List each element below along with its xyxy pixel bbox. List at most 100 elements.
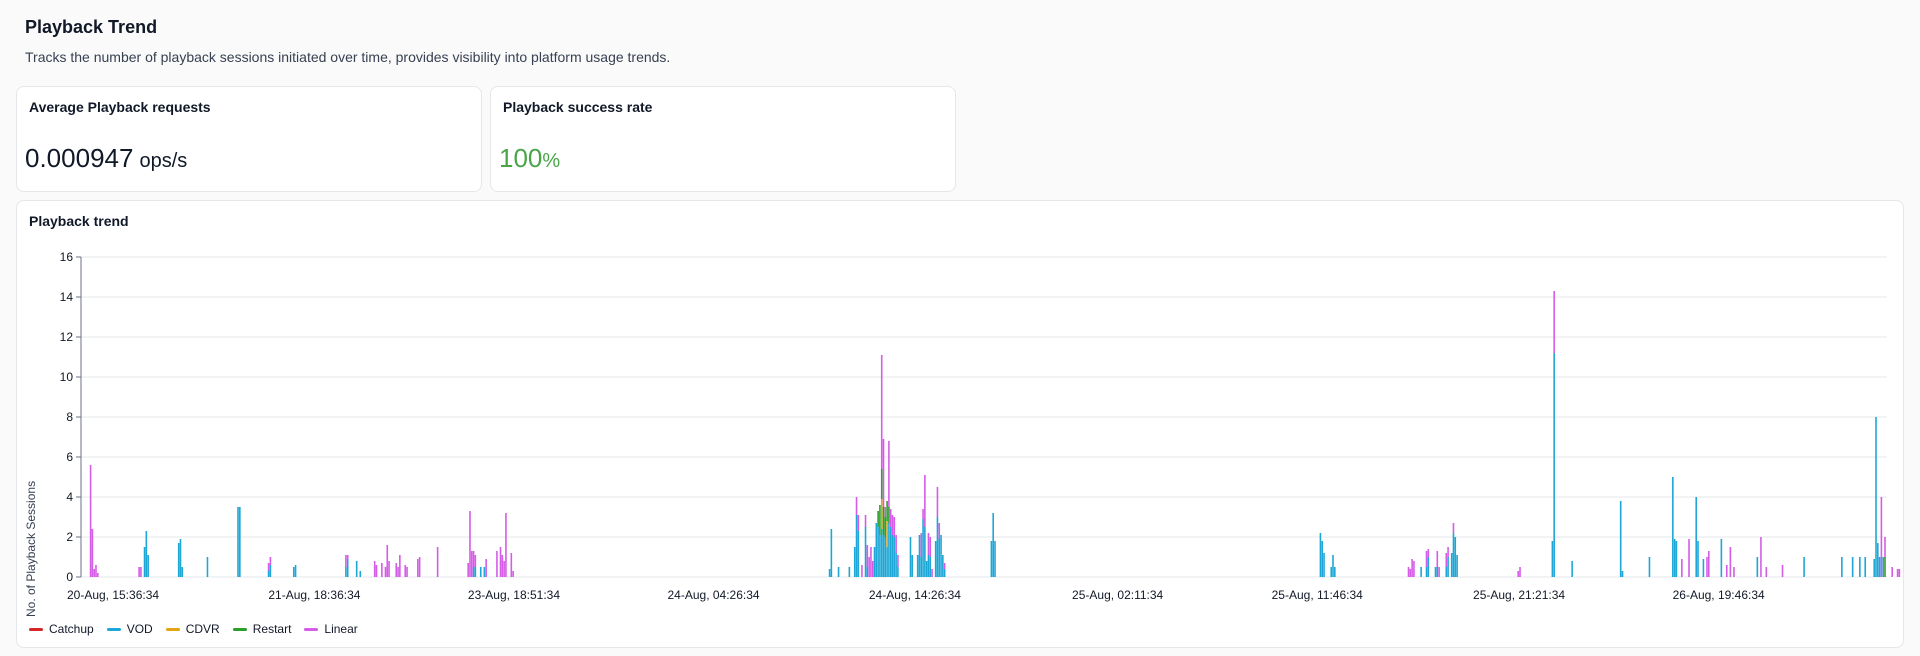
bar-vod[interactable] <box>897 567 899 577</box>
bar-vod[interactable] <box>1864 557 1867 577</box>
bar-linear[interactable] <box>1413 561 1415 577</box>
bar-vod[interactable] <box>990 541 993 577</box>
bar-linear[interactable] <box>1409 569 1412 577</box>
bar-vod[interactable] <box>294 565 297 577</box>
bar-linear[interactable] <box>922 509 924 519</box>
bar-vod[interactable] <box>1878 557 1881 577</box>
bar-vod[interactable] <box>1436 567 1439 577</box>
bar-linear[interactable] <box>1725 565 1728 577</box>
bar-linear[interactable] <box>924 475 926 527</box>
bar-vod[interactable] <box>1672 477 1674 577</box>
bar-vod[interactable] <box>920 557 923 577</box>
bar-vod[interactable] <box>828 569 831 577</box>
bar-vod[interactable] <box>1452 533 1455 577</box>
bar-vod[interactable] <box>1877 543 1879 577</box>
bar-vod[interactable] <box>943 569 946 577</box>
bar-linear[interactable] <box>1438 567 1440 577</box>
bar-vod[interactable] <box>1425 567 1428 577</box>
bar-linear[interactable] <box>1896 569 1899 577</box>
bar-linear[interactable] <box>91 529 94 577</box>
bar-restart[interactable] <box>886 501 888 521</box>
bar-linear[interactable] <box>889 509 892 527</box>
bar-vod[interactable] <box>206 557 209 577</box>
bar-vod[interactable] <box>1859 557 1861 577</box>
bar-linear[interactable] <box>866 545 869 567</box>
legend-item-catchup[interactable]: Catchup <box>29 622 94 636</box>
bar-linear[interactable] <box>469 511 471 577</box>
bar-linear[interactable] <box>267 563 270 571</box>
bar-linear[interactable] <box>1553 291 1555 353</box>
bar-restart[interactable] <box>880 469 883 499</box>
bar-vod[interactable] <box>1851 557 1854 577</box>
bar-linear[interactable] <box>346 555 349 559</box>
bar-vod[interactable] <box>1675 541 1678 577</box>
bar-restart[interactable] <box>877 511 879 527</box>
bar-vod[interactable] <box>853 547 856 577</box>
bar-vod[interactable] <box>929 557 932 577</box>
bar-vod[interactable] <box>880 529 883 577</box>
bar-linear[interactable] <box>375 565 378 577</box>
bar-linear[interactable] <box>501 555 504 577</box>
bar-linear[interactable] <box>1760 537 1762 577</box>
bar-linear[interactable] <box>920 533 923 557</box>
bar-vod[interactable] <box>1330 567 1333 577</box>
bar-linear[interactable] <box>929 537 932 557</box>
bar-linear[interactable] <box>395 563 398 577</box>
legend-item-restart[interactable]: Restart <box>232 622 291 636</box>
bar-vod[interactable] <box>1882 557 1885 577</box>
bar-linear[interactable] <box>406 567 408 577</box>
legend-item-vod[interactable]: VOD <box>106 622 153 636</box>
bar-vod[interactable] <box>1450 553 1453 577</box>
bar-linear[interactable] <box>345 555 347 567</box>
bar-vod[interactable] <box>1454 537 1457 577</box>
bar-linear[interactable] <box>1447 547 1449 557</box>
bar-vod[interactable] <box>942 555 944 577</box>
bar-vod[interactable] <box>940 535 942 577</box>
bar-linear[interactable] <box>505 513 507 577</box>
bar-vod[interactable] <box>877 527 879 577</box>
bar-linear[interactable] <box>1781 565 1784 577</box>
bar-linear[interactable] <box>895 535 897 553</box>
bar-cdvr[interactable] <box>886 521 888 547</box>
bar-linear[interactable] <box>386 545 389 577</box>
bar-vod[interactable] <box>884 537 887 577</box>
bar-linear[interactable] <box>470 551 473 577</box>
bar-vod[interactable] <box>483 567 486 577</box>
bar-linear[interactable] <box>138 567 140 577</box>
bar-linear[interactable] <box>95 565 97 577</box>
bar-vod[interactable] <box>924 527 926 577</box>
bar-vod[interactable] <box>895 553 897 577</box>
bar-restart[interactable] <box>1884 557 1886 577</box>
bar-linear[interactable] <box>93 569 95 577</box>
bar-restart[interactable] <box>888 507 890 523</box>
bar-linear[interactable] <box>927 533 930 555</box>
bar-vod[interactable] <box>936 517 939 577</box>
bar-linear[interactable] <box>897 555 899 567</box>
bar-vod[interactable] <box>177 543 180 577</box>
bar-vod[interactable] <box>1648 557 1651 577</box>
bar-linear[interactable] <box>472 551 475 567</box>
bar-vod[interactable] <box>267 571 270 577</box>
bar-linear[interactable] <box>1765 567 1768 577</box>
bar-vod[interactable] <box>1621 571 1624 577</box>
bar-linear[interactable] <box>1688 539 1690 577</box>
bar-vod[interactable] <box>909 537 912 577</box>
bar-vod[interactable] <box>830 529 833 577</box>
bar-vod[interactable] <box>1695 497 1698 577</box>
bar-linear[interactable] <box>868 557 870 577</box>
bar-linear[interactable] <box>1452 523 1455 533</box>
bar-linear[interactable] <box>871 561 874 577</box>
bar-vod[interactable] <box>866 567 869 577</box>
bar-vod[interactable] <box>938 539 941 577</box>
bar-vod[interactable] <box>345 567 347 577</box>
bar-linear[interactable] <box>864 515 867 527</box>
bar-vod[interactable] <box>1434 567 1437 577</box>
bar-vod[interactable] <box>1420 567 1422 577</box>
bar-linear[interactable] <box>891 515 894 535</box>
bar-vod[interactable] <box>1841 557 1843 577</box>
bar-linear[interactable] <box>510 553 513 577</box>
bar-cdvr[interactable] <box>880 499 883 529</box>
bar-linear[interactable] <box>888 441 890 507</box>
bar-vod[interactable] <box>1720 539 1723 577</box>
bar-vod[interactable] <box>359 571 362 577</box>
